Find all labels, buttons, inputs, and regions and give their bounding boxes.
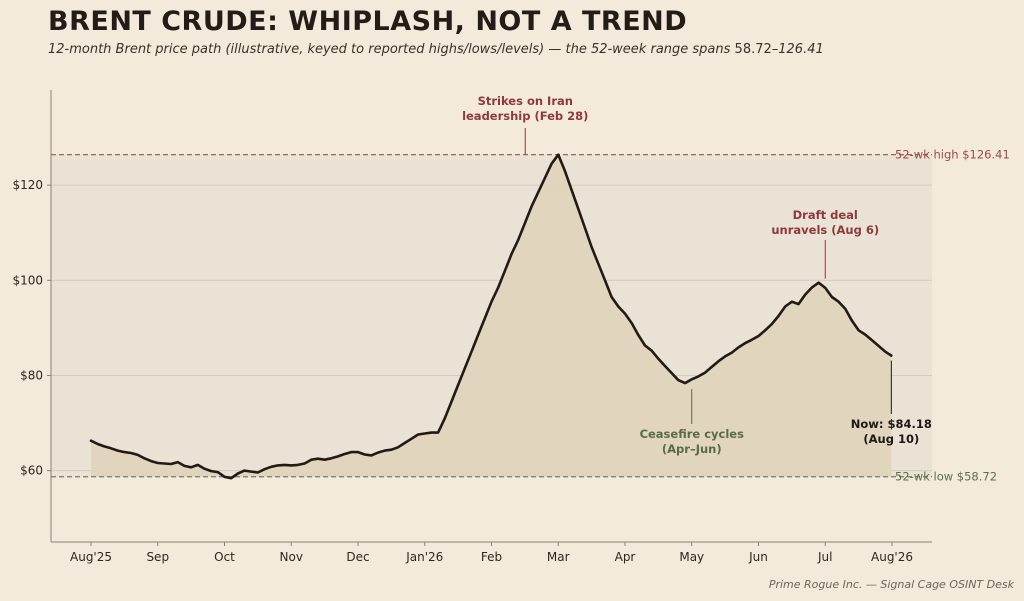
subtitle-text: 12-month Brent price path (illustrative,… <box>48 42 735 57</box>
x-tick-label: Mar <box>547 550 570 564</box>
annotation-label: unravels (Aug 6) <box>771 223 879 237</box>
x-tick-label: Jul <box>817 550 832 564</box>
chart-title: BRENT CRUDE: WHIPLASH, NOT A TREND <box>48 6 688 37</box>
y-tick-label: $60 <box>20 464 43 478</box>
y-tick-label: $100 <box>12 273 43 287</box>
price-area <box>91 154 892 479</box>
annotation-ceasefire: Ceasefire cycles(Apr–Jun) <box>640 389 745 456</box>
x-tick-label: Sep <box>146 550 169 564</box>
annotation-label: Strikes on Iran <box>478 94 573 108</box>
ref-label-low: 52-wk low $58.72 <box>895 470 997 484</box>
annotation-label: Ceasefire cycles <box>640 427 745 441</box>
source-credit: Prime Rogue Inc. — Signal Cage OSINT Des… <box>768 578 1014 591</box>
y-tick-label: $120 <box>12 178 43 192</box>
x-tick-label: Oct <box>214 550 235 564</box>
ref-label-high: 52-wk high $126.41 <box>895 148 1010 162</box>
x-tick-label: Aug'25 <box>70 550 112 564</box>
annotation-label: leadership (Feb 28) <box>462 109 588 123</box>
annotation-label: Now: $84.18 <box>851 417 932 431</box>
x-tick-label: Jan'26 <box>405 550 443 564</box>
x-tick-label: Jun <box>748 550 768 564</box>
subtitle-range-sep: – <box>771 42 779 57</box>
y-tick-label: $80 <box>20 368 43 382</box>
subtitle-range-low: 58.72 <box>734 42 772 57</box>
x-tick-label: May <box>679 550 704 564</box>
annotation-label: Draft deal <box>793 208 858 222</box>
annotation-label: (Aug 10) <box>863 432 919 446</box>
chart-subtitle: 12-month Brent price path (illustrative,… <box>48 42 824 57</box>
price-line <box>89 153 893 480</box>
x-tick-label: Apr <box>615 550 636 564</box>
x-tick-label: Dec <box>346 550 369 564</box>
subtitle-range-high: 126.41 <box>778 42 824 57</box>
x-tick-label: Feb <box>481 550 502 564</box>
annotation-label: (Apr–Jun) <box>662 442 722 456</box>
x-tick-label: Aug'26 <box>871 550 913 564</box>
annotation-now: Now: $84.18(Aug 10) <box>851 360 932 446</box>
x-tick-label: Nov <box>280 550 303 564</box>
